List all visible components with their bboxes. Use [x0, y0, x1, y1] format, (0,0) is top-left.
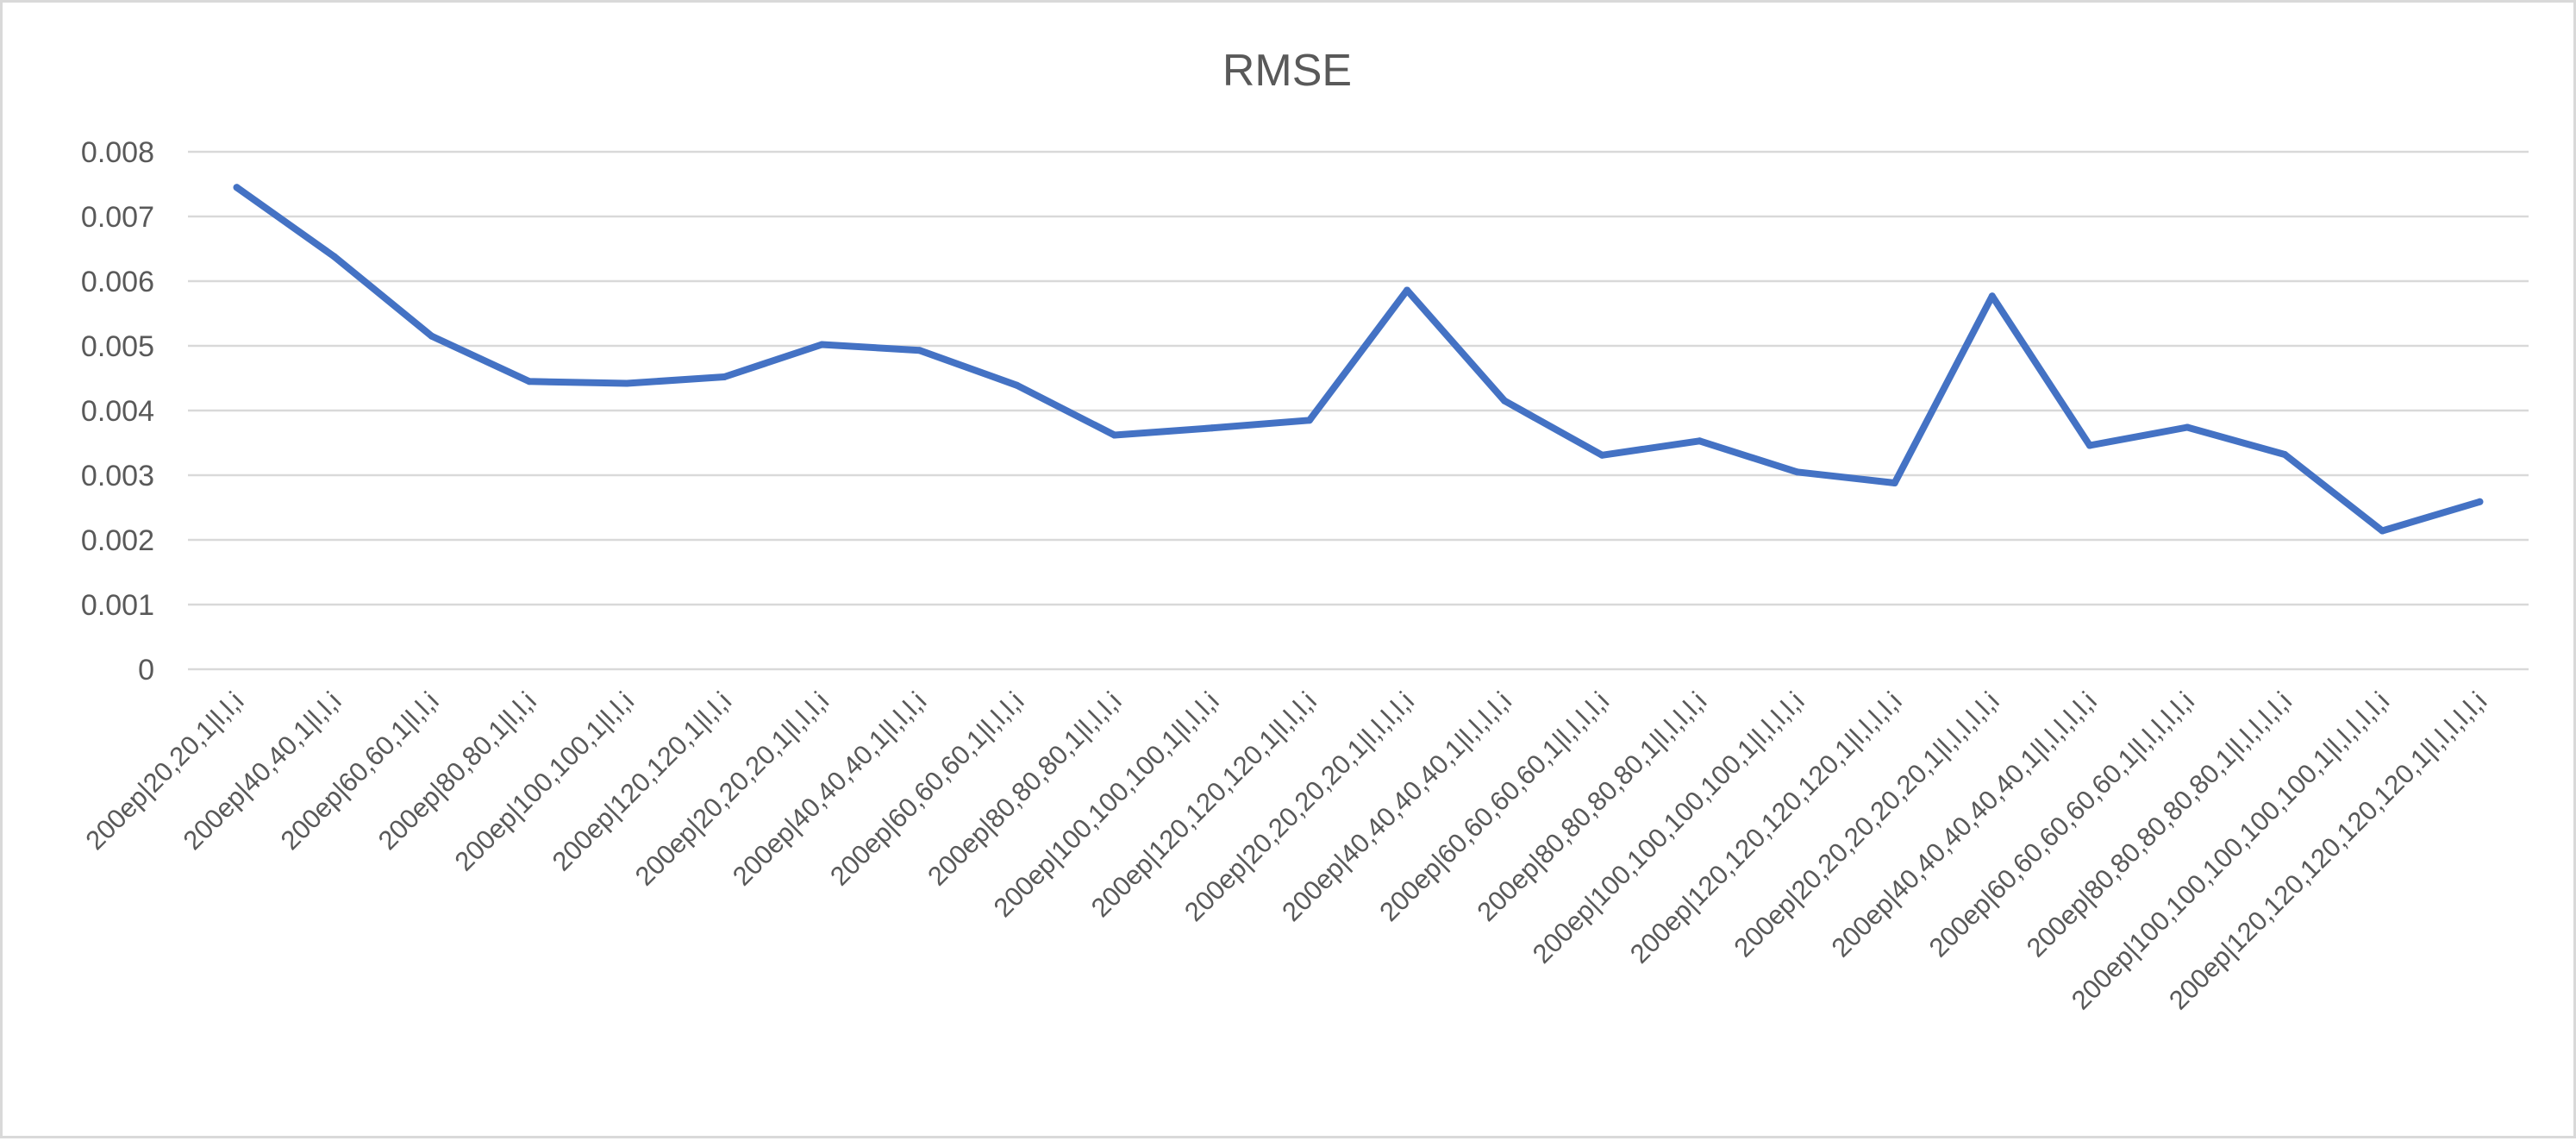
line-chart: RMSE 0 0.001 0.002 0.003 0.004 0.005 0.006 0.00…: [79, 46, 2529, 1015]
data-point: [1013, 381, 1021, 389]
data-point: [1110, 431, 1118, 439]
data-point: [623, 379, 631, 387]
data-point: [1208, 424, 1216, 432]
data-point: [916, 347, 923, 354]
x-tick-label: 200ep|40,40,40,1|l,l,l,i: [727, 686, 932, 891]
data-point: [2085, 442, 2093, 449]
data-point: [330, 253, 338, 260]
data-point: [1891, 480, 1898, 486]
series-line: [233, 184, 2484, 535]
data-point: [721, 373, 728, 380]
x-tick-label: 200ep|100,100,1|l,l,i: [449, 686, 640, 876]
data-point: [1696, 437, 1704, 445]
data-point: [2184, 423, 2191, 431]
x-tick-label: 200ep|120,120,1|l,l,i: [547, 686, 737, 876]
y-tick-label: 0: [138, 654, 154, 686]
data-point: [2281, 451, 2289, 458]
y-tick-label: 0.005: [81, 330, 154, 363]
x-tick-label: 200ep|20,20,1|l,l,i: [79, 686, 249, 856]
chart-title: RMSE: [1222, 46, 1352, 96]
x-tick-label: 200ep|60,60,60,1|l,l,l,i: [824, 686, 1029, 891]
data-point: [2476, 498, 2484, 505]
y-tick-label: 0.004: [81, 395, 154, 428]
x-tick-label: 200ep|80,80,80,1|l,l,l,i: [922, 686, 1127, 891]
y-tick-label: 0.008: [81, 136, 154, 169]
data-point: [2379, 527, 2386, 535]
y-axis-tick-labels: 0 0.001 0.002 0.003 0.004 0.005 0.006 0.007 0.00…: [81, 136, 154, 686]
data-point: [818, 341, 826, 348]
y-tick-label: 0.003: [81, 460, 154, 492]
data-point: [1404, 286, 1411, 294]
data-point: [1598, 451, 1606, 459]
gridlines: [188, 150, 2529, 671]
x-axis-tick-labels: 200ep|20,20,1|l,l,i200ep|40,40,1|l,l,i20…: [79, 686, 2492, 1015]
y-tick-label: 0.006: [81, 266, 154, 298]
data-point: [1305, 417, 1313, 424]
y-tick-label: 0.002: [81, 524, 154, 557]
data-point: [1793, 468, 1801, 476]
y-tick-label: 0.007: [81, 201, 154, 234]
series-lines: [233, 184, 2484, 535]
y-tick-label: 0.001: [81, 589, 154, 622]
data-point: [233, 184, 241, 191]
data-point: [428, 332, 435, 340]
data-point: [1988, 292, 1996, 300]
data-point: [1501, 397, 1509, 404]
x-tick-label: 200ep|20,20,20,1|l,l,l,i: [629, 686, 835, 891]
data-point: [525, 378, 533, 386]
